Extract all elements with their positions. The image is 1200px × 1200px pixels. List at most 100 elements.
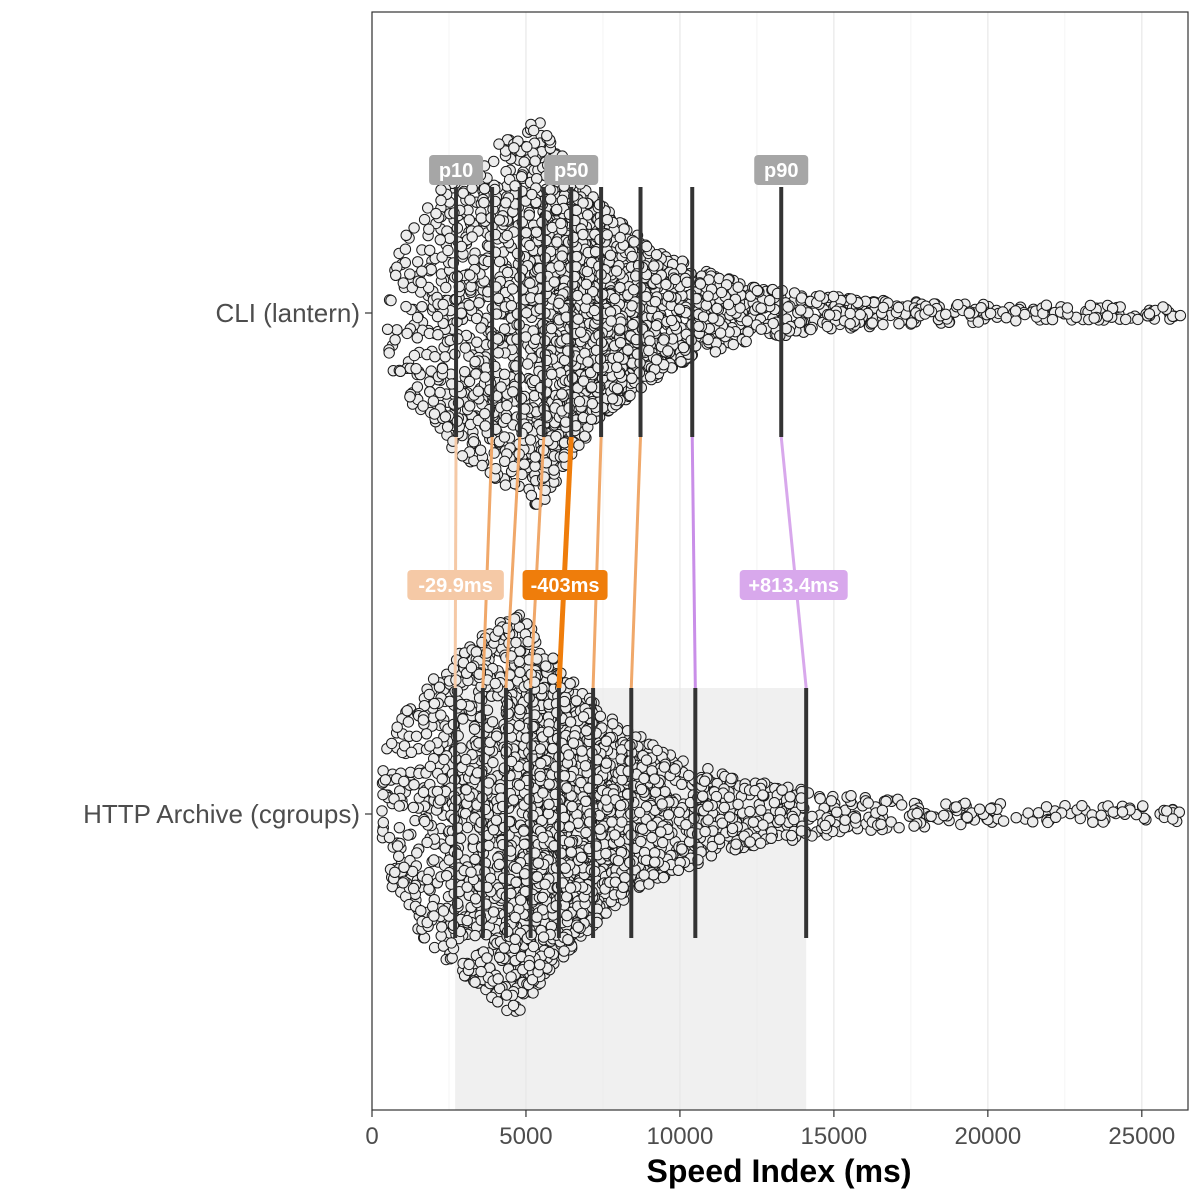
data-point [435,194,447,207]
data-point [975,302,987,314]
data-point [626,250,638,263]
data-point [1088,312,1100,324]
data-point [844,318,856,330]
data-point [649,786,662,798]
data-point [433,681,446,693]
data-point [611,361,623,373]
data-point [411,381,424,393]
data-point [505,300,518,312]
data-point [707,312,719,324]
data-point [464,269,476,281]
data-point [972,316,984,328]
data-point [555,217,567,230]
data-point [440,281,452,294]
data-point [722,298,735,311]
data-point [434,234,446,246]
data-point [1010,812,1022,824]
data-point [464,194,476,206]
data-point [470,312,483,325]
data-point [498,431,511,443]
data-point [545,193,557,205]
data-point [727,338,739,351]
data-point [543,798,555,810]
data-point [417,400,429,412]
data-point [553,297,565,309]
data-point [788,813,800,826]
data-point [439,411,452,423]
data-point [393,850,405,862]
data-point [481,952,493,964]
data-point [702,763,714,775]
data-point [662,290,675,302]
data-point [751,285,764,297]
data-point [650,273,662,285]
data-point [1101,310,1114,322]
data-point [470,646,482,658]
data-point [547,673,559,685]
data-point [428,854,440,866]
data-point [412,256,424,268]
data-point [428,408,441,420]
data-point [541,130,553,142]
data-point [475,322,487,334]
data-point [408,222,420,234]
data-point [744,805,756,818]
data-point [628,284,640,296]
data-point [669,273,681,286]
data-point [607,393,619,405]
data-point [601,229,613,241]
data-point [558,354,571,366]
data-point [493,255,506,268]
data-point [765,832,777,844]
data-point [563,821,576,833]
data-point [785,829,798,842]
data-point [377,816,389,829]
data-point [419,815,431,828]
data-point [515,171,528,183]
data-point [493,858,506,870]
data-point [523,959,535,972]
data-point [463,375,476,388]
data-point [566,800,578,813]
data-point [488,155,500,168]
data-point [544,183,556,196]
data-point [416,265,428,277]
data-point [984,307,997,320]
data-point [660,278,672,291]
data-point [649,847,661,859]
data-point [514,703,526,716]
data-point [459,342,471,354]
data-point [626,372,638,384]
data-point [725,772,737,785]
data-point [831,806,843,818]
data-point [493,138,505,150]
data-point [402,829,414,841]
data-point [893,318,905,330]
data-point [1000,312,1012,324]
data-point [805,323,817,336]
data-point [436,362,449,375]
data-point [469,853,481,865]
data-point [385,294,397,307]
data-point [1084,299,1097,312]
data-point [1174,309,1187,322]
data-point [693,320,705,332]
data-point [730,838,742,850]
data-point [472,385,484,397]
data-point [440,870,453,882]
data-point [467,833,479,845]
data-point [383,831,396,844]
data-point [410,363,422,375]
data-point [923,304,935,316]
data-point [444,232,456,245]
data-point [616,816,628,828]
data-point [776,784,788,796]
data-point [437,298,449,311]
data-point [755,302,767,314]
data-point [950,801,962,813]
data-point [1157,301,1169,313]
data-point [524,277,536,289]
data-point [662,809,675,821]
data-point [755,323,767,335]
data-point [425,263,437,276]
